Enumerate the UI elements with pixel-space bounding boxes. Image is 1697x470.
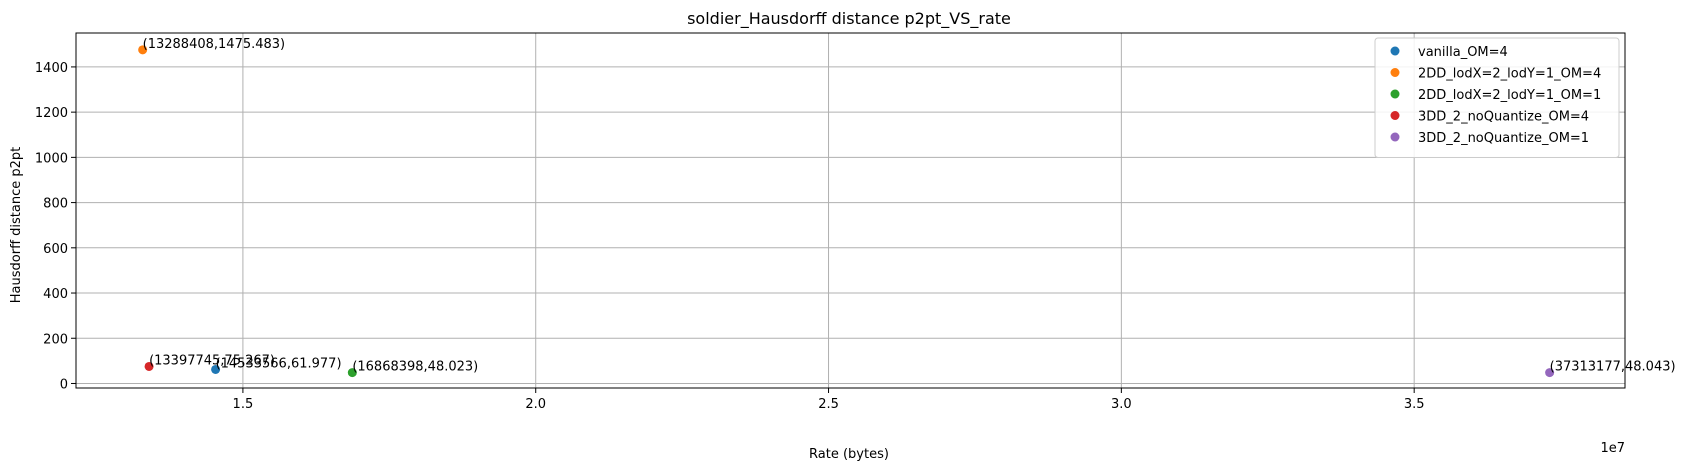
x-tick-label: 2.0 [525, 397, 546, 412]
legend: vanilla_OM=4 2DD_lodX=2_lodY=1_OM=4 2DD_lo… [1374, 37, 1620, 158]
legend-label: 3DD_2_noQuantize_OM=4 [1418, 110, 1589, 125]
legend-box [1374, 37, 1620, 158]
axes: 1.5 2.0 2.5 3.0 3.5 0 200 400 600 800 1000 1200 1400 [35, 32, 1626, 412]
plot-frame [75, 32, 1626, 389]
data-point-label: (14533566,61.977) [216, 356, 342, 371]
x-axis-label: Rate (bytes) [809, 447, 889, 462]
x-offset-label: 1e7 [1600, 441, 1625, 456]
chart-title: soldier_Hausdorff distance p2pt_VS_rate [687, 9, 1011, 29]
legend-marker [1390, 132, 1400, 142]
legend-label: 2DD_lodX=2_lodY=1_OM=4 [1418, 67, 1601, 82]
data-point [347, 368, 357, 378]
legend-marker [1390, 89, 1400, 99]
x-tick-label: 3.5 [1404, 397, 1425, 412]
y-tick-label: 1400 [35, 61, 68, 76]
y-tick-label: 1000 [35, 151, 68, 166]
data-point-label: (16868398,48.023) [352, 360, 478, 375]
data-point [211, 364, 221, 374]
legend-label: vanilla_OM=4 [1418, 45, 1508, 60]
legend-marker [1390, 68, 1400, 77]
data-point [1545, 368, 1555, 378]
y-tick-label: 800 [43, 197, 68, 212]
legend-marker [1390, 46, 1400, 56]
y-tick-label: 600 [43, 242, 68, 257]
y-tick-label: 400 [43, 287, 68, 302]
y-axis-label: Hausdorff distance p2pt [9, 147, 24, 303]
data-points [138, 45, 1555, 378]
x-tick-label: 2.5 [818, 397, 839, 412]
x-tick-label: 1.5 [233, 397, 254, 412]
legend-label: 3DD_2_noQuantize_OM=1 [1418, 131, 1589, 146]
legend-marker [1390, 111, 1400, 120]
y-tick-label: 200 [43, 332, 68, 347]
data-point-label: (13288408,1475.483) [143, 37, 285, 52]
data-point-label: (37313177,48.043) [1550, 360, 1676, 375]
data-point [144, 361, 154, 371]
data-point-label: (13397745,75.267) [149, 353, 275, 368]
legend-label: 2DD_lodX=2_lodY=1_OM=1 [1418, 88, 1601, 103]
point-labels: (14533566,61.977) (13288408,1475.483) (168… [143, 37, 1676, 375]
grid-lines [76, 33, 1625, 388]
y-tick-label: 0 [60, 377, 68, 392]
y-tick-label: 1200 [35, 106, 68, 121]
data-point [138, 45, 148, 55]
x-tick-label: 3.0 [1111, 397, 1132, 412]
